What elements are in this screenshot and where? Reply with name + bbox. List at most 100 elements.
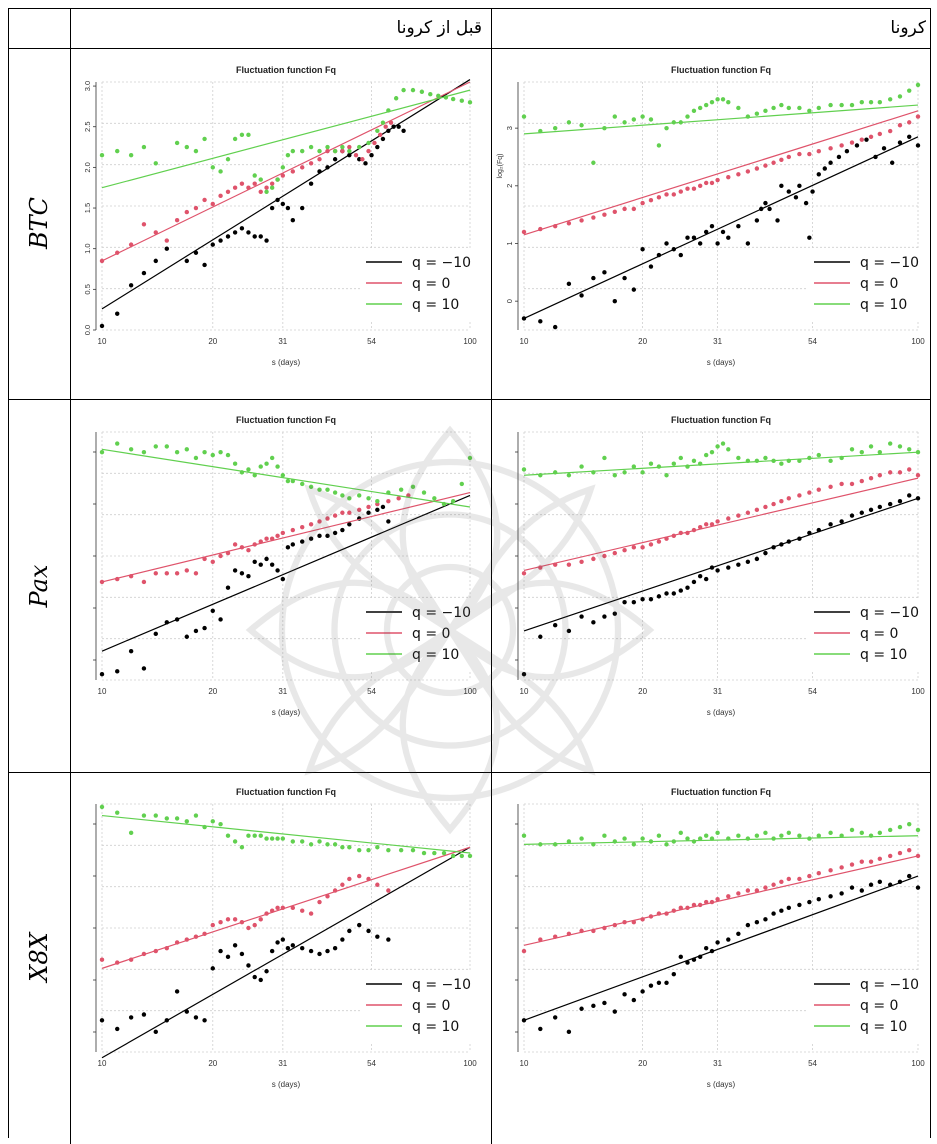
data-point (239, 920, 245, 925)
data-point (218, 553, 223, 559)
data-point (836, 154, 842, 160)
legend-box (360, 970, 472, 1042)
data-point (849, 513, 855, 518)
data-point (726, 235, 731, 240)
data-point (218, 169, 223, 174)
data-point (703, 522, 709, 527)
data-point (709, 449, 715, 455)
x-tick-label: 54 (808, 337, 817, 346)
data-point (246, 573, 251, 579)
table-col-divider-1 (70, 8, 71, 1144)
data-point (193, 571, 199, 576)
data-point (664, 591, 669, 596)
data-point (347, 928, 352, 934)
data-point (308, 911, 314, 916)
data-point (566, 120, 572, 125)
data-point (193, 250, 199, 255)
data-point (656, 911, 662, 916)
legend-label: q = 0 (860, 276, 898, 292)
x-tick-label: 20 (208, 1059, 217, 1068)
data-point (99, 579, 105, 585)
data-point (678, 588, 683, 593)
x-tick-label: 10 (520, 687, 529, 696)
data-point (656, 195, 662, 200)
data-point (99, 1018, 105, 1023)
data-point (210, 559, 215, 564)
data-point (232, 943, 238, 948)
data-point (664, 911, 669, 916)
fit-line-2 (101, 814, 471, 854)
header-covid: کرونا (890, 18, 926, 38)
data-point (612, 209, 617, 214)
data-point (715, 519, 720, 524)
data-point (566, 221, 572, 226)
data-point (566, 473, 572, 478)
data-point (726, 174, 731, 180)
chart-svg: Fluctuation function Fq 10 20 31 54 100 0 1 2 3 lo… (497, 65, 925, 367)
data-point (849, 827, 855, 833)
data-point (128, 242, 134, 247)
data-point (579, 836, 584, 841)
data-point (366, 148, 371, 154)
data-point (164, 620, 170, 625)
data-point (552, 324, 558, 330)
data-point (232, 568, 238, 573)
data-point (709, 948, 715, 954)
data-point (552, 223, 558, 229)
data-point (184, 258, 190, 264)
data-point (252, 833, 257, 838)
data-point (868, 134, 874, 139)
data-point (664, 473, 669, 478)
data-point (631, 920, 637, 925)
data-point (184, 568, 190, 573)
data-point (357, 493, 362, 498)
data-point (678, 120, 683, 125)
table-col-divider-2 (491, 8, 492, 1144)
x-tick-label: 20 (638, 337, 647, 346)
data-point (239, 545, 245, 550)
x-tick-label: 31 (278, 687, 287, 696)
x-tick-label: 10 (520, 337, 529, 346)
data-point (671, 533, 677, 539)
data-point (678, 252, 683, 258)
data-point (889, 160, 895, 165)
data-point (631, 599, 637, 605)
data-point (218, 193, 223, 199)
data-point (258, 189, 263, 194)
data-point (347, 144, 352, 150)
data-point (246, 132, 251, 138)
legend-label: q = 0 (412, 626, 450, 642)
data-point (709, 223, 715, 229)
data-point (225, 452, 231, 458)
data-point (232, 917, 238, 922)
data-point (202, 556, 207, 562)
data-point (671, 120, 677, 125)
data-point (332, 513, 338, 518)
data-point (816, 105, 821, 111)
data-point (736, 833, 741, 838)
data-point (786, 830, 792, 836)
data-point (290, 527, 296, 533)
data-point (793, 195, 799, 200)
data-point (631, 997, 637, 1003)
data-point (347, 845, 352, 850)
data-point (340, 493, 345, 498)
data-point (375, 128, 380, 133)
data-point (816, 487, 821, 492)
data-point (386, 847, 391, 853)
data-point (450, 853, 456, 859)
data-point (579, 1006, 584, 1011)
fit-line-1 (101, 81, 471, 262)
legend-label: q = −10 (412, 977, 471, 993)
data-point (709, 836, 715, 841)
data-point (285, 478, 291, 484)
data-point (432, 496, 437, 501)
data-point (317, 951, 322, 957)
data-point (745, 510, 751, 515)
data-point (174, 617, 180, 622)
data-point (232, 461, 238, 466)
data-point (703, 452, 709, 458)
data-point (128, 1015, 134, 1020)
data-point (401, 87, 406, 93)
data-point (193, 148, 199, 154)
